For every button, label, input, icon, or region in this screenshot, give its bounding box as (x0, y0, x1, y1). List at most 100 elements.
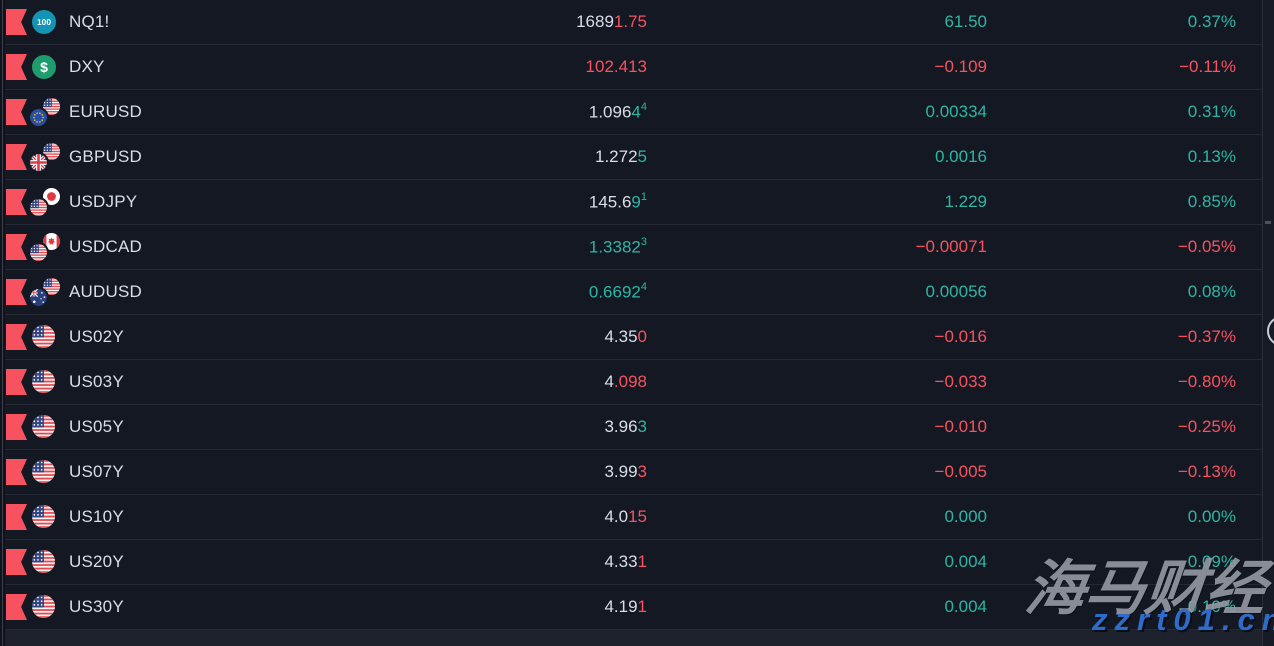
bottom-strip (0, 630, 1262, 646)
flag-marker-icon[interactable] (6, 459, 27, 485)
us-flag-icon (30, 323, 60, 351)
last-price: 1.09644 (588, 100, 647, 122)
watchlist-row[interactable]: 100 NQ1! 16891.75 61.50 0.37% (0, 0, 1262, 45)
flag-marker-icon[interactable] (6, 9, 27, 35)
change-percent: −0.11% (1179, 57, 1236, 76)
flag-marker-icon[interactable] (6, 369, 27, 395)
watchlist-row[interactable]: US07Y 3.993 −0.005 −0.13% (0, 450, 1262, 495)
watchlist-row[interactable]: US02Y 4.350 −0.016 −0.37% (0, 315, 1262, 360)
symbol-name: NQ1! (69, 12, 110, 31)
flag-marker-icon[interactable] (6, 234, 27, 260)
flag-marker-icon[interactable] (6, 54, 27, 80)
symbol-name: AUDUSD (69, 282, 142, 301)
nasdaq-100-icon: 100 (30, 8, 60, 36)
last-price: 16891.75 (576, 12, 647, 31)
change-value: 61.50 (944, 12, 987, 31)
last-price: 4.015 (604, 507, 647, 526)
flag-marker-icon[interactable] (6, 504, 27, 530)
flag-marker-icon[interactable] (6, 414, 27, 440)
symbol-name: US05Y (69, 417, 124, 436)
eur-usd-icon (30, 98, 60, 126)
last-price: 1.2725 (594, 147, 647, 166)
last-price: 4.331 (604, 552, 647, 571)
us-flag-icon (30, 548, 60, 576)
left-pane-divider[interactable] (0, 0, 5, 646)
change-value: −0.033 (934, 372, 987, 391)
change-value: 0.00334 (925, 102, 987, 121)
change-percent: 0.31% (1187, 102, 1236, 121)
change-percent: 0.08% (1187, 282, 1236, 301)
usd-cad-icon (30, 233, 60, 261)
change-percent: −0.25% (1177, 417, 1236, 436)
flag-marker-icon[interactable] (6, 144, 27, 170)
us-flag-icon (30, 413, 60, 441)
change-value: 0.004 (944, 597, 987, 616)
flag-marker-icon[interactable] (6, 99, 27, 125)
watchlist-row[interactable]: US03Y 4.098 −0.033 −0.80% (0, 360, 1262, 405)
change-value: 1.229 (944, 192, 987, 211)
us-flag-icon (30, 593, 60, 621)
symbol-name: EURUSD (69, 102, 142, 121)
symbol-name: US03Y (69, 372, 124, 391)
change-percent: 0.00% (1187, 507, 1236, 526)
watchlist-row[interactable]: USDJPY 145.691 1.229 0.85% (0, 180, 1262, 225)
change-percent: 0.10% (1187, 597, 1236, 616)
watchlist-row[interactable]: AUDUSD 0.66924 0.00056 0.08% (0, 270, 1262, 315)
last-price: 0.66924 (588, 280, 647, 302)
watchlist-row[interactable]: US05Y 3.963 −0.010 −0.25% (0, 405, 1262, 450)
symbol-name: US20Y (69, 552, 124, 571)
change-value: 0.004 (944, 552, 987, 571)
change-percent: 0.13% (1187, 147, 1236, 166)
flag-marker-icon[interactable] (6, 594, 27, 620)
change-value: −0.109 (934, 57, 987, 76)
last-price: 4.350 (604, 327, 647, 346)
watchlist-row[interactable]: USDCAD 1.33823 −0.00071 −0.05% (0, 225, 1262, 270)
watchlist-row[interactable]: GBPUSD 1.2725 0.0016 0.13% (0, 135, 1262, 180)
usd-jpy-icon (30, 188, 60, 216)
last-price: 102.413 (585, 57, 647, 76)
symbol-name: US10Y (69, 507, 124, 526)
flag-marker-icon[interactable] (6, 279, 27, 305)
flag-marker-icon[interactable] (6, 324, 27, 350)
last-price: 145.691 (588, 190, 647, 212)
scrollbar-thumb[interactable] (1265, 221, 1271, 224)
symbol-name: GBPUSD (69, 147, 142, 166)
gbp-usd-icon (30, 143, 60, 171)
watchlist-row[interactable]: US10Y 4.015 0.000 0.00% (0, 495, 1262, 540)
watchlist: 100 NQ1! 16891.75 61.50 0.37% $ DXY 102.… (0, 0, 1262, 630)
last-price: 4.191 (604, 597, 647, 616)
symbol-name: USDCAD (69, 237, 142, 256)
change-value: 0.0016 (935, 147, 987, 166)
symbol-name: US02Y (69, 327, 124, 346)
us-flag-icon (30, 368, 60, 396)
watchlist-row[interactable]: US30Y 4.191 0.004 0.10% (0, 585, 1262, 630)
aud-usd-icon (30, 278, 60, 306)
us-flag-icon (30, 458, 60, 486)
change-percent: 0.85% (1187, 192, 1236, 211)
usd-index-icon: $ (30, 53, 60, 81)
last-price: 3.963 (604, 417, 647, 436)
flag-marker-icon[interactable] (6, 189, 27, 215)
symbol-name: DXY (69, 57, 105, 76)
last-price: 3.993 (604, 462, 647, 481)
change-percent: −0.80% (1177, 372, 1236, 391)
change-value: 0.00056 (925, 282, 987, 301)
svg-text:100: 100 (37, 17, 51, 27)
change-percent: −0.05% (1177, 237, 1236, 256)
us-flag-icon (30, 503, 60, 531)
watchlist-row[interactable]: US20Y 4.331 0.004 0.09% (0, 540, 1262, 585)
change-percent: −0.37% (1177, 327, 1236, 346)
watchlist-row[interactable]: $ DXY 102.413 −0.109 −0.11% (0, 45, 1262, 90)
change-value: −0.010 (934, 417, 987, 436)
right-pane-divider (1262, 0, 1263, 646)
change-value: 0.000 (944, 507, 987, 526)
change-value: −0.005 (934, 462, 987, 481)
symbol-name: USDJPY (69, 192, 138, 211)
change-percent: 0.09% (1187, 552, 1236, 571)
last-price: 1.33823 (588, 235, 647, 257)
flag-marker-icon[interactable] (6, 549, 27, 575)
change-value: −0.016 (934, 327, 987, 346)
change-percent: 0.37% (1187, 12, 1236, 31)
watchlist-row[interactable]: EURUSD 1.09644 0.00334 0.31% (0, 90, 1262, 135)
